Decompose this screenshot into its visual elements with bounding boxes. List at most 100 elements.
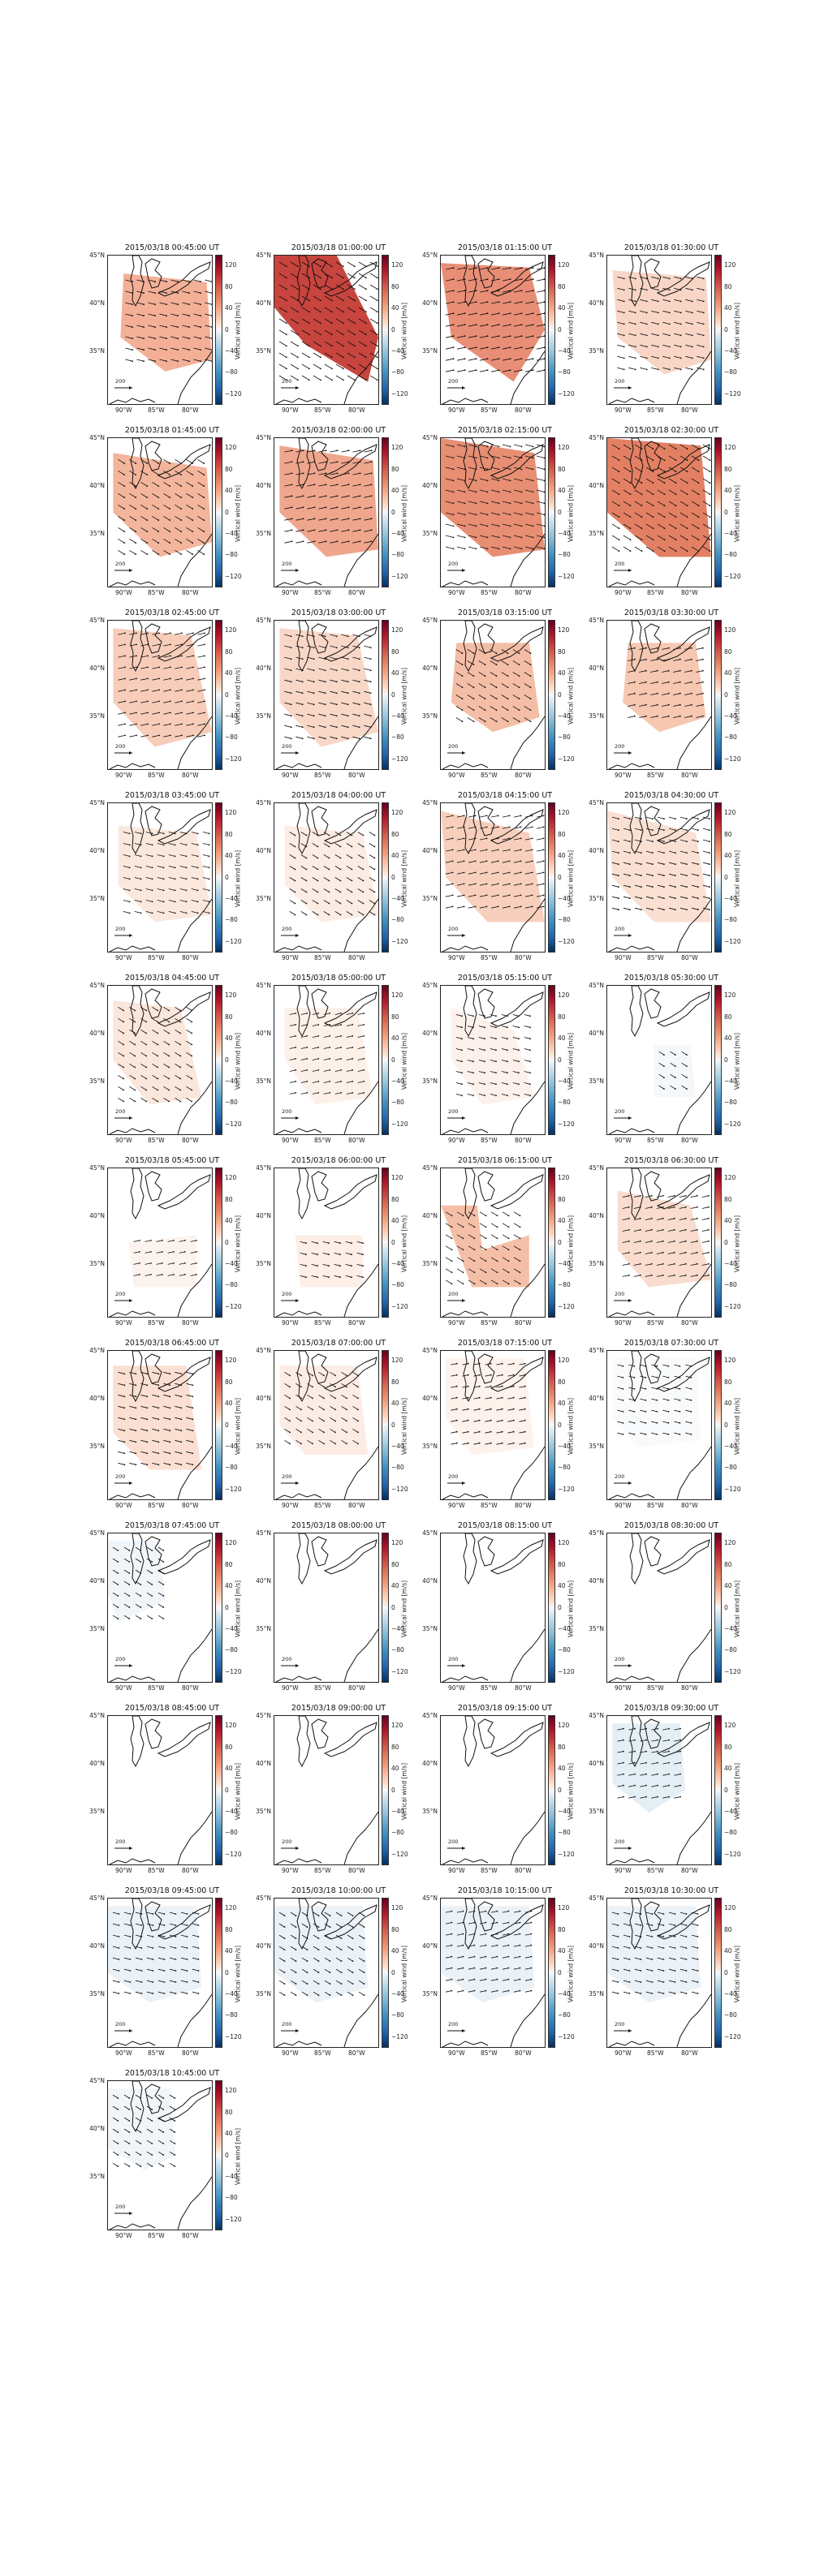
latitude-tick-label: 40°N [256, 1395, 271, 1402]
wind-vector [357, 1024, 365, 1026]
wind-vector-head [180, 519, 183, 521]
wind-vector [513, 467, 522, 470]
wind-vector [640, 1432, 646, 1435]
wind-vector-head [359, 529, 361, 531]
wind-vector [152, 690, 160, 692]
wind-vector [125, 302, 133, 305]
wind-vector-head [359, 484, 361, 486]
wind-vector-head [331, 379, 333, 381]
wind-vector-head [208, 878, 210, 880]
wind-vector [524, 849, 533, 852]
panel-title: 2015/03/18 10:00:00 UT [291, 1886, 386, 1895]
colorbar-tick-label: 0 [391, 1238, 395, 1246]
wind-vector [186, 515, 193, 521]
wind-vector [168, 877, 175, 879]
wind-vector [456, 467, 465, 470]
wind-vector-head [295, 1058, 297, 1060]
wind-vector [456, 335, 465, 338]
wind-vector [157, 832, 164, 834]
wind-vector [346, 1013, 353, 1015]
wind-field-region [441, 1906, 535, 2003]
wind-vector [186, 1029, 192, 1034]
wind-vector [490, 301, 499, 304]
wind-vector [347, 341, 356, 346]
wind-vector-head [139, 1274, 140, 1275]
wind-vector [468, 884, 476, 886]
wind-vector-head [512, 1374, 515, 1376]
wind-vector-head [623, 1739, 624, 1741]
wind-vector-head [184, 1274, 186, 1275]
wind-vector [502, 290, 511, 293]
wind-vector [163, 1006, 170, 1011]
wind-vector-head [200, 338, 201, 340]
wind-vector-head [532, 514, 534, 516]
wind-vector-head [370, 506, 373, 509]
wind-vector [640, 287, 647, 290]
wind-vector [152, 656, 160, 658]
wind-vector [179, 866, 187, 868]
wind-vector [364, 540, 372, 544]
wind-vector-head [180, 1407, 183, 1409]
wind-vector-head [657, 1750, 658, 1752]
wind-vector-head [181, 700, 183, 703]
wind-vector [152, 644, 160, 647]
wind-vector [278, 284, 287, 290]
wind-vector [496, 1443, 503, 1445]
wind-vector-head [507, 675, 509, 677]
latitude-tick-label: 35°N [256, 530, 271, 537]
wind-vector [485, 1397, 491, 1400]
wind-vector-head [157, 1407, 160, 1409]
wind-vector [645, 1206, 652, 1209]
wind-vector [485, 1443, 491, 1445]
wind-vector [347, 352, 356, 358]
wind-vector [490, 523, 499, 527]
wind-vector-head [188, 281, 190, 283]
wind-vector-head [170, 723, 171, 725]
latitude-tick-label: 45°N [256, 617, 271, 624]
wind-vector [123, 900, 130, 902]
wind-vector-head [123, 1055, 125, 1057]
wind-vector-head [290, 738, 292, 740]
colorbar-tick-label: 80 [724, 647, 732, 656]
wind-vector [490, 1223, 498, 1228]
lake-michigan-coastline [629, 438, 644, 490]
wind-vector [668, 444, 676, 449]
wind-vector-head [135, 542, 137, 544]
wind-vector-head [369, 681, 372, 683]
wind-vector [278, 1934, 285, 1939]
longitude-tick-label: 85°W [481, 954, 498, 961]
wind-vector-head [512, 1419, 515, 1421]
reference-vector-label: 200 [282, 743, 292, 750]
wind-vector-head [463, 871, 465, 874]
colorbar-tick-label: −40 [225, 1989, 238, 1998]
wind-vector [284, 1417, 291, 1421]
wind-vector-head [204, 689, 205, 691]
wind-vector-head [684, 1262, 687, 1265]
wind-vector-head [707, 1228, 710, 1231]
wind-vector [519, 1420, 525, 1422]
wind-vector-head [317, 1265, 318, 1267]
wind-vector-head [618, 527, 620, 530]
colorbar-tick-label: −120 [724, 572, 741, 580]
colorbar [714, 437, 722, 587]
wind-vector [702, 523, 710, 529]
wind-vector-head [163, 1947, 166, 1949]
wind-vector [300, 911, 307, 915]
colorbar-tick-label: −120 [225, 389, 242, 398]
wind-vector [296, 679, 303, 682]
wind-vector-head [543, 491, 545, 493]
wind-vector-head [697, 471, 700, 473]
wind-vector-head [347, 726, 349, 729]
wind-vector-head [179, 1021, 182, 1023]
wind-vector-head [169, 1464, 171, 1466]
wind-vector [479, 1257, 486, 1262]
wind-vector-head [351, 1242, 352, 1245]
wind-vector [197, 644, 205, 647]
wind-vector [202, 866, 209, 868]
map-panel: 2015/03/18 02:30:00 UT 45°N 40°N 35°N 90°W 85… [572, 426, 741, 600]
map-panel: 2015/03/18 01:30:00 UT 45°N 40°N 35°N 90°W 85… [572, 243, 741, 418]
gulf-coastline [608, 945, 655, 952]
reference-vector-head [628, 751, 632, 755]
wind-vector [645, 455, 654, 461]
wind-vector-head [306, 1092, 308, 1094]
